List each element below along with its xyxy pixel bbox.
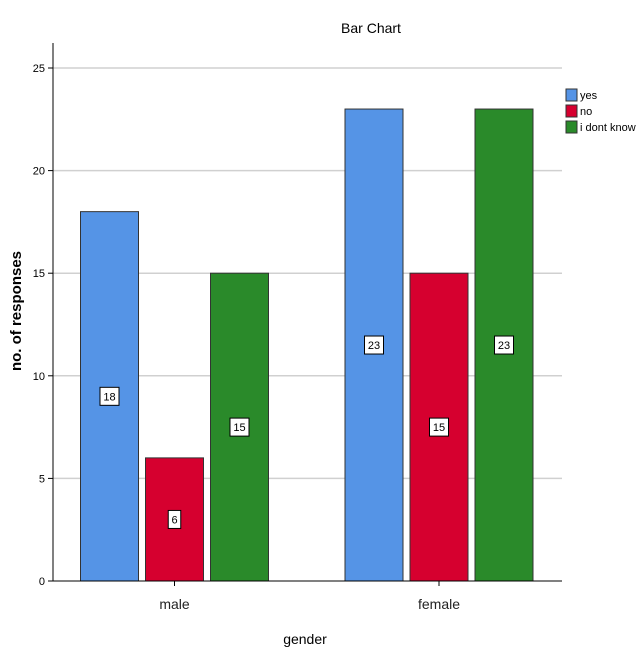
y-axis-ticks: 0 5 10 15 20 25 [33,63,53,588]
y-axis-title: no. of responses [8,251,25,371]
legend-entry-label: no [580,106,592,118]
chart-title: Bar Chart [341,20,401,36]
legend-entry-label: i dont know [580,122,636,134]
y-tick-label: 15 [33,268,45,280]
legend-swatch [565,88,578,102]
data-label-box [229,417,250,437]
y-tick-label: 5 [39,473,45,485]
y-tick-label: 20 [33,166,45,178]
x-axis-ticks: male female [159,581,460,612]
data-label: 15 [233,422,245,434]
legend: yes no i dont know [565,88,636,134]
data-label: 15 [433,422,445,434]
data-label: 23 [368,340,380,352]
legend-swatch [565,104,578,118]
data-label: 23 [498,340,510,352]
data-label-box [494,335,514,355]
data-label-box [167,509,182,529]
bars [80,108,534,582]
data-label-box [99,386,120,406]
legend-entry-label: yes [580,90,598,102]
data-labels: 18 6 15 23 15 23 [99,335,514,529]
data-label-box [429,417,449,437]
data-label: 6 [171,514,177,526]
data-label-box [364,335,384,355]
y-tick-label: 10 [33,371,45,383]
x-tick-label: female [418,596,460,612]
x-tick-label: male [159,596,190,612]
y-tick-label: 0 [39,576,45,588]
data-label: 18 [103,391,115,403]
x-axis-title: gender [283,631,327,647]
y-tick-label: 25 [33,63,45,75]
legend-swatch [565,120,578,134]
